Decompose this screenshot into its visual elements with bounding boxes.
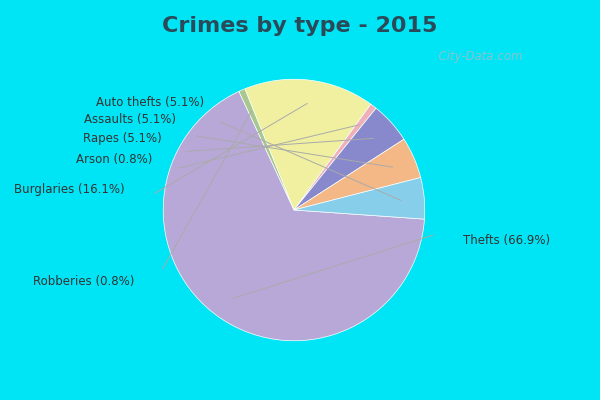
Wedge shape [294, 104, 376, 210]
Wedge shape [245, 79, 371, 210]
Wedge shape [239, 89, 294, 210]
Wedge shape [163, 92, 424, 341]
Text: City-Data.com: City-Data.com [431, 50, 523, 64]
Text: Assaults (5.1%): Assaults (5.1%) [85, 114, 176, 126]
Wedge shape [294, 139, 421, 210]
Text: Burglaries (16.1%): Burglaries (16.1%) [14, 183, 125, 196]
Wedge shape [294, 108, 404, 210]
Text: Rapes (5.1%): Rapes (5.1%) [83, 132, 162, 145]
Text: Crimes by type - 2015: Crimes by type - 2015 [163, 16, 437, 36]
Text: Arson (0.8%): Arson (0.8%) [76, 152, 153, 166]
Text: Auto thefts (5.1%): Auto thefts (5.1%) [97, 96, 205, 109]
Text: Robberies (0.8%): Robberies (0.8%) [32, 275, 134, 288]
Text: Thefts (66.9%): Thefts (66.9%) [463, 234, 551, 247]
Wedge shape [294, 178, 425, 219]
